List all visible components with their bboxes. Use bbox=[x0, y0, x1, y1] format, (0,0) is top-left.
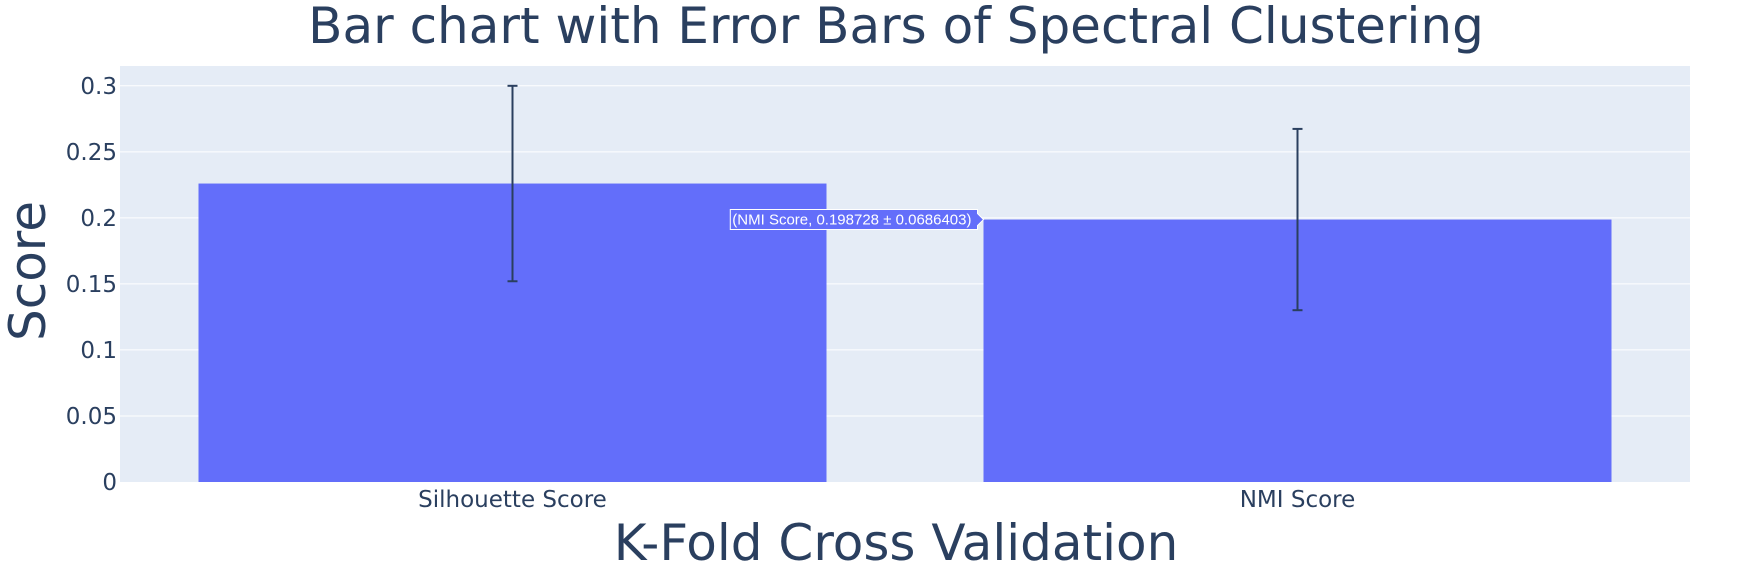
y-tick-labels: 0 0.05 0.1 0.15 0.2 0.25 0.3 bbox=[66, 74, 117, 496]
y-tick-label: 0.2 bbox=[80, 206, 117, 232]
error-bar bbox=[507, 84, 518, 283]
hover-tooltip-text: (NMI Score, 0.198728 ± 0.0686403) bbox=[732, 212, 971, 229]
y-tick-label: 0.25 bbox=[66, 140, 117, 166]
x-tick-label: NMI Score bbox=[1240, 487, 1356, 513]
y-tick-label: 0.3 bbox=[80, 74, 117, 100]
y-axis-title: Score bbox=[0, 201, 57, 341]
x-axis-title: K-Fold Cross Validation bbox=[614, 514, 1179, 570]
error-bar bbox=[1292, 127, 1303, 312]
y-tick-label: 0 bbox=[102, 470, 117, 496]
y-tick-label: 0.05 bbox=[66, 404, 117, 430]
y-tick-label: 0.1 bbox=[80, 338, 117, 364]
x-tick-labels: Silhouette Score NMI Score bbox=[418, 487, 1355, 513]
hover-tooltip: (NMI Score, 0.198728 ± 0.0686403) bbox=[729, 209, 985, 231]
chart-title: Bar chart with Error Bars of Spectral Cl… bbox=[308, 0, 1484, 55]
y-tick-label: 0.15 bbox=[66, 272, 117, 298]
hover-tooltip-box bbox=[729, 209, 985, 231]
error-bars bbox=[507, 84, 1303, 312]
x-tick-label: Silhouette Score bbox=[418, 487, 607, 513]
